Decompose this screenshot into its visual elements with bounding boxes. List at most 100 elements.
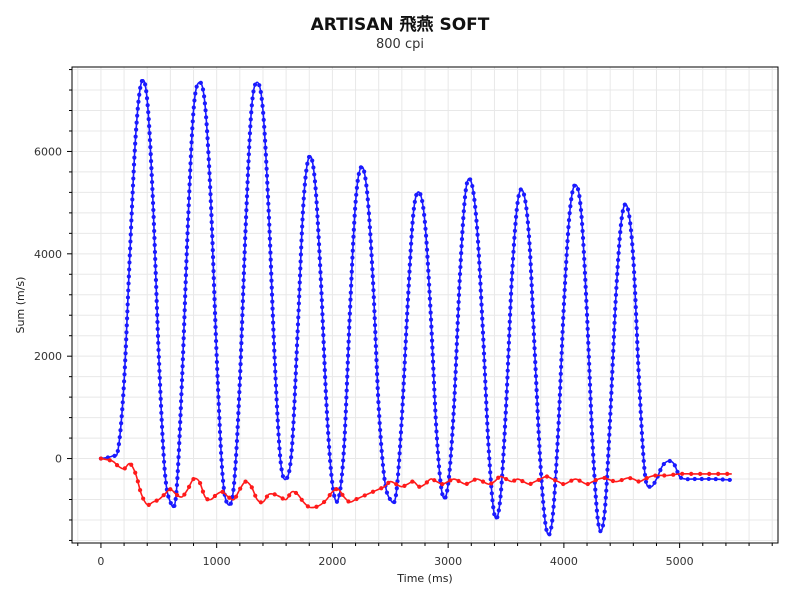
data-point-blue — [177, 441, 182, 446]
data-point-blue — [537, 450, 542, 456]
data-point-blue — [509, 284, 514, 289]
data-point-blue — [210, 241, 215, 246]
data-point-blue — [448, 453, 453, 458]
data-point-blue — [555, 448, 560, 453]
data-point-blue — [128, 246, 133, 251]
data-point-blue — [277, 453, 283, 458]
data-point-blue — [507, 326, 512, 331]
data-point-blue — [533, 374, 539, 379]
data-point-blue — [405, 304, 410, 309]
data-point-blue — [175, 475, 180, 481]
data-point-blue — [126, 281, 131, 286]
data-point-blue — [343, 409, 348, 414]
data-point-blue — [507, 312, 513, 317]
data-point-red — [561, 481, 566, 487]
data-point-blue — [299, 231, 304, 236]
data-point-red — [154, 498, 159, 503]
data-point-blue — [323, 389, 328, 394]
data-point-blue — [398, 437, 403, 442]
data-point-blue — [264, 173, 270, 178]
data-point-blue — [373, 330, 378, 335]
data-point-blue — [560, 336, 565, 342]
data-point-blue — [117, 435, 122, 440]
data-point-blue — [354, 185, 359, 190]
data-point-blue — [431, 380, 437, 385]
data-point-blue — [479, 309, 484, 314]
data-point-blue — [483, 386, 488, 391]
data-point-blue — [476, 246, 481, 251]
data-point-blue — [425, 261, 430, 266]
data-point-blue — [347, 311, 352, 316]
data-point-blue — [607, 432, 612, 437]
data-point-blue — [325, 416, 330, 422]
data-point-blue — [612, 327, 617, 332]
data-point-blue — [559, 343, 565, 349]
data-point-blue — [532, 346, 537, 351]
data-point-blue — [155, 333, 161, 339]
data-point-blue — [489, 484, 494, 489]
data-point-blue — [529, 290, 535, 295]
data-point-blue — [158, 396, 163, 401]
data-point-blue — [210, 255, 216, 260]
data-point-red — [334, 487, 339, 492]
data-point-blue — [241, 278, 246, 283]
data-point-blue — [430, 345, 435, 350]
data-point-blue — [239, 348, 244, 353]
data-point-blue — [476, 253, 481, 258]
data-point-blue — [191, 112, 196, 117]
data-point-blue — [608, 397, 614, 402]
data-point-blue — [384, 490, 390, 495]
data-point-blue — [214, 352, 219, 358]
data-point-blue — [479, 302, 484, 307]
data-point-blue — [261, 117, 266, 122]
data-point-red — [168, 487, 173, 492]
data-point-blue — [485, 428, 490, 433]
data-point-blue — [205, 143, 211, 148]
data-point-blue — [428, 310, 433, 315]
data-point-blue — [312, 179, 318, 184]
data-point-blue — [504, 389, 509, 394]
data-point-blue — [314, 193, 319, 198]
data-point-blue — [727, 477, 732, 483]
data-point-blue — [190, 119, 195, 124]
data-point-blue — [211, 283, 217, 288]
data-point-blue — [536, 429, 541, 435]
data-point-blue — [448, 460, 453, 465]
data-point-blue — [367, 225, 372, 230]
data-point-blue — [436, 464, 442, 469]
data-point-blue — [153, 256, 158, 262]
series-layer — [98, 78, 732, 537]
data-point-blue — [473, 204, 478, 209]
data-point-blue — [305, 161, 310, 166]
data-point-blue — [370, 274, 375, 279]
data-point-blue — [560, 322, 566, 328]
data-point-blue — [127, 260, 132, 265]
data-point-blue — [130, 190, 135, 195]
data-point-blue — [630, 242, 635, 247]
data-point-blue — [616, 257, 621, 263]
data-point-red — [114, 463, 120, 468]
data-point-blue — [302, 189, 307, 194]
data-point-blue — [271, 320, 276, 325]
series-red — [98, 456, 732, 509]
data-point-blue — [292, 406, 297, 411]
data-point-blue — [634, 319, 639, 324]
data-point-blue — [252, 82, 258, 87]
data-point-blue — [233, 459, 238, 465]
data-point-blue — [285, 475, 290, 480]
data-point-blue — [340, 465, 345, 470]
data-point-blue — [608, 404, 613, 409]
data-point-blue — [187, 189, 192, 194]
data-point-blue — [401, 388, 406, 393]
data-point-blue — [266, 201, 271, 206]
data-point-red — [424, 480, 429, 485]
data-point-blue — [371, 288, 376, 293]
series-stroke-red — [100, 457, 732, 509]
data-point-blue — [264, 159, 269, 164]
data-point-blue — [610, 355, 616, 360]
data-point-blue — [481, 351, 487, 356]
data-point-blue — [483, 393, 489, 398]
data-point-blue — [194, 84, 199, 89]
data-point-blue — [534, 388, 539, 393]
